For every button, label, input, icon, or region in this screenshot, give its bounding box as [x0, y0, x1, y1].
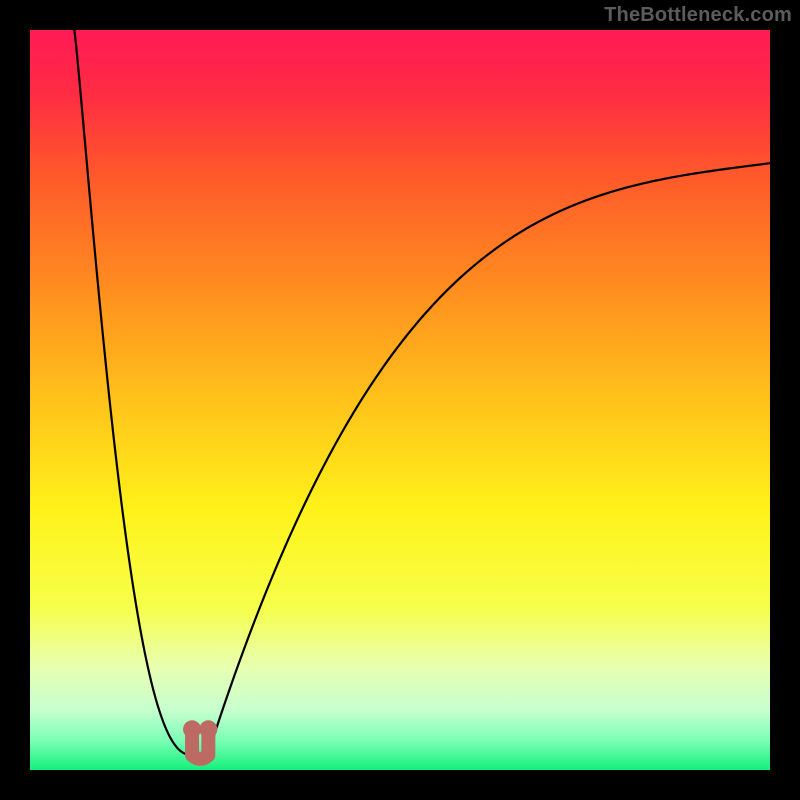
- minimum-marker-cap-left: [183, 720, 201, 738]
- minimum-marker-cap-right: [199, 720, 217, 738]
- outer-frame: [0, 0, 800, 800]
- attribution-text: TheBottleneck.com: [604, 4, 792, 27]
- chart-svg: [0, 0, 800, 800]
- chart-root: { "attribution": { "text": "TheBottlenec…: [0, 0, 800, 800]
